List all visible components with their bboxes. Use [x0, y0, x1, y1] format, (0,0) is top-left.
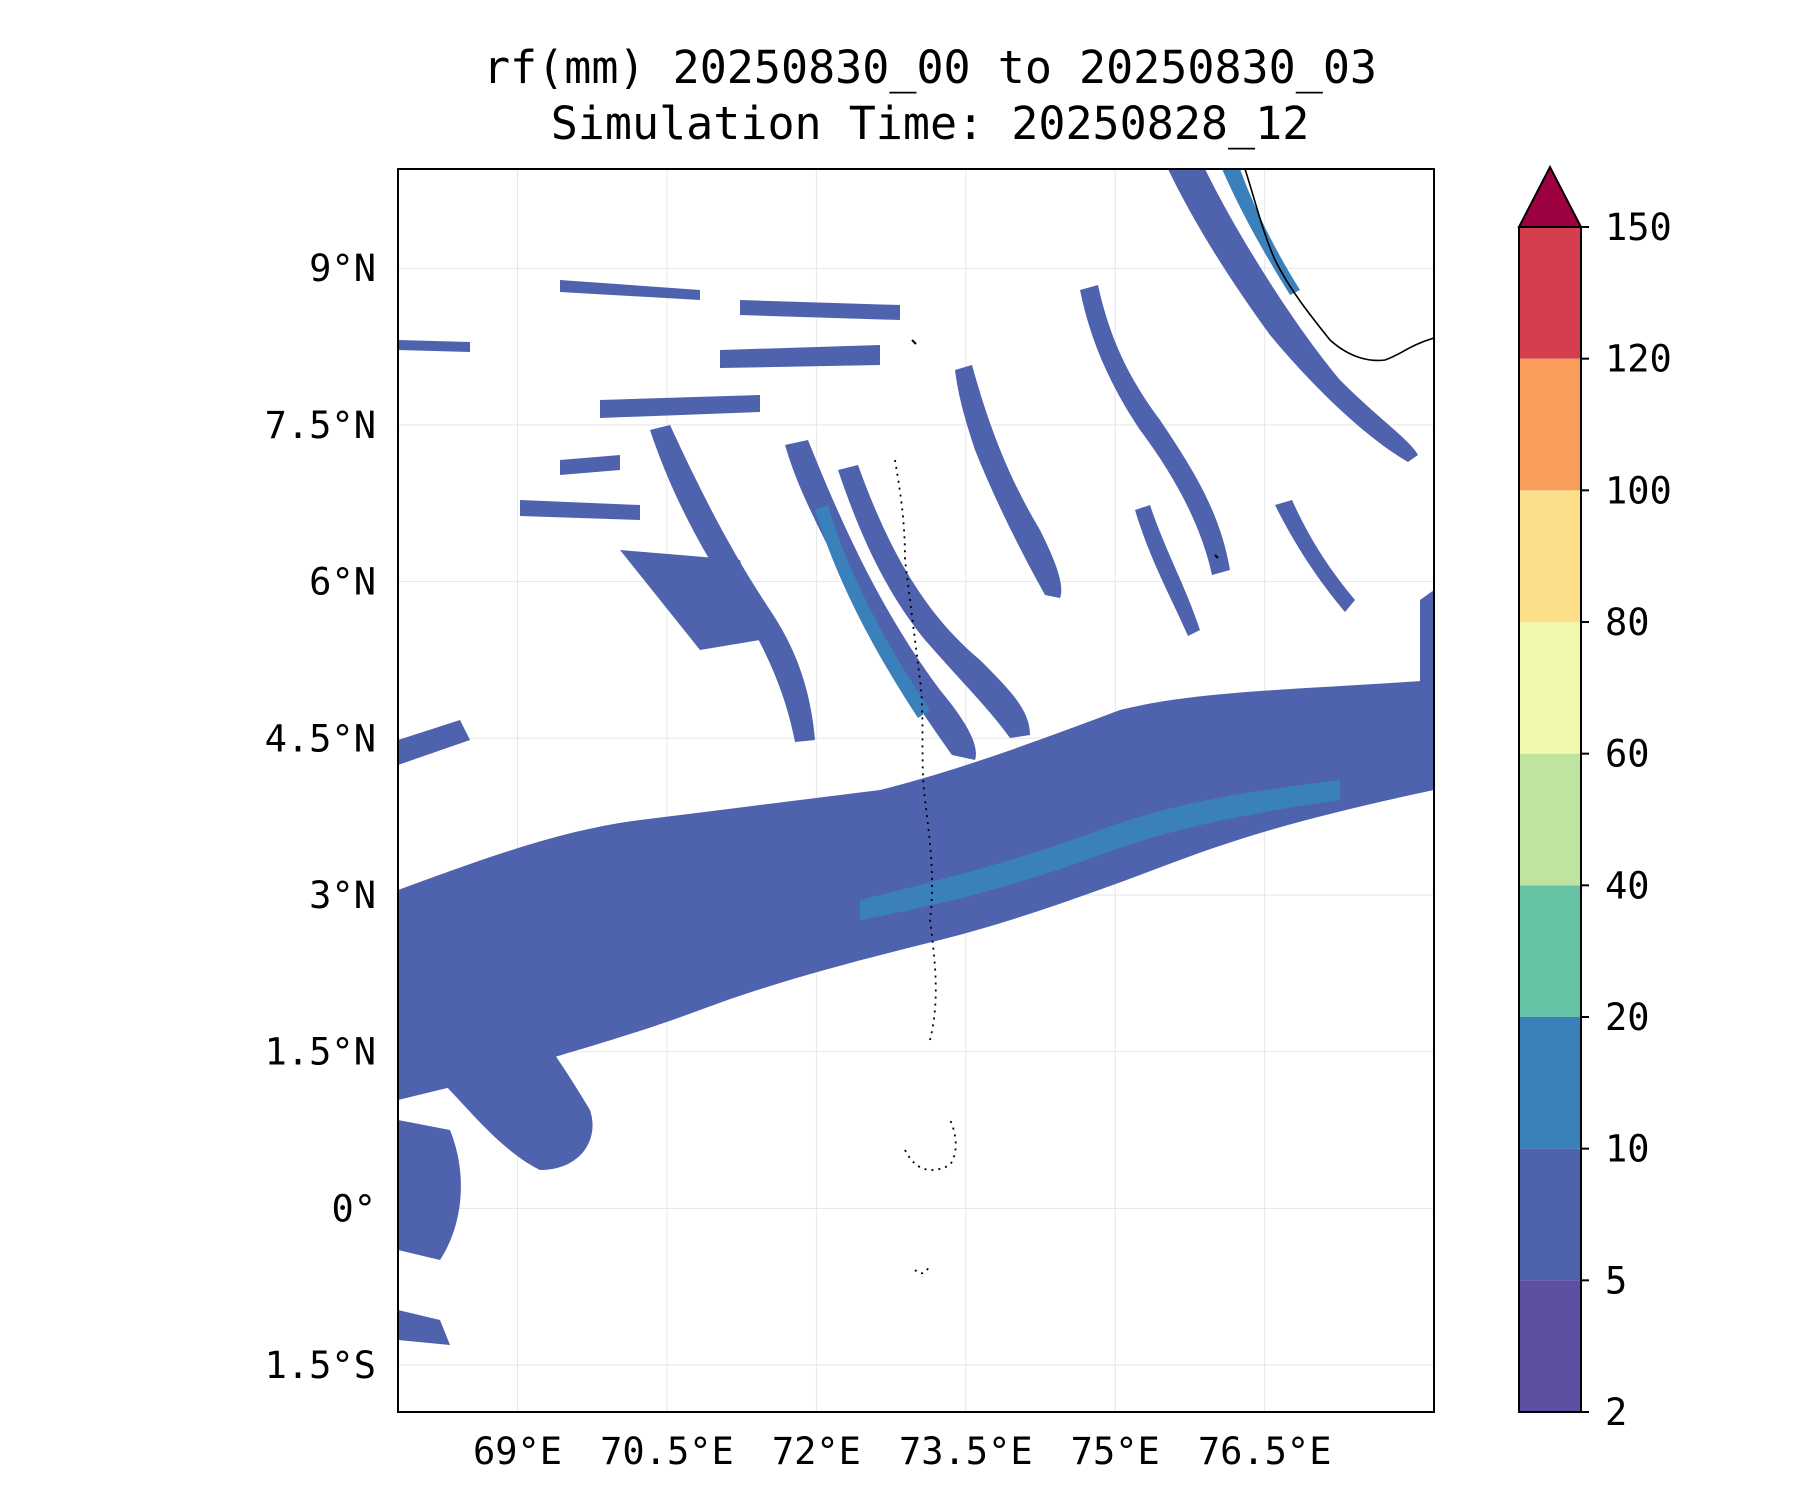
rain-band-d1-core	[815, 505, 930, 718]
rain-band-d3	[955, 365, 1062, 598]
lat-tick-label: 9°N	[309, 247, 376, 290]
colorbar-block	[1519, 227, 1581, 359]
colorbar-block	[1519, 1280, 1581, 1412]
maldives-atolls	[894, 459, 957, 1275]
rainfall-field	[398, 169, 1434, 1345]
longitude-tick-labels: 69°E 70.5°E 72°E 73.5°E 75°E 76.5°E	[473, 1430, 1331, 1473]
rain-band-d2	[838, 465, 1030, 738]
map-title-line1: rf(mm) 20250830_00 to 20250830_03	[482, 41, 1378, 94]
rain-belt-west-3	[398, 1310, 450, 1345]
colorbar-tick-label: 2	[1605, 1391, 1627, 1434]
colorbar: 2 5 10 20 40 60 80 100 120 150	[1517, 164, 1672, 1434]
lat-tick-label: 1.5°S	[265, 1344, 376, 1387]
colorbar-tick-labels: 2 5 10 20 40 60 80 100 120 150	[1581, 206, 1672, 1434]
map-title-line2: Simulation Time: 20250828_12	[550, 97, 1310, 150]
map-frame	[397, 168, 1435, 1413]
colorbar-tick-label: 60	[1605, 733, 1650, 776]
colorbar-extend-triangle	[1517, 164, 1583, 228]
colorbar-tick-label: 40	[1605, 864, 1650, 907]
lon-tick-label: 69°E	[473, 1430, 562, 1473]
rain-streak-10	[1420, 590, 1434, 770]
rain-belt-south-core	[860, 780, 1340, 920]
colorbar-tick-label: 150	[1605, 206, 1672, 249]
latitude-tick-labels: 9°N 7.5°N 6°N 4.5°N 3°N 1.5°N 0° 1.5°S	[265, 247, 376, 1387]
lon-tick-label: 70.5°E	[600, 1430, 734, 1473]
colorbar-block	[1519, 885, 1581, 1017]
lat-tick-label: 4.5°N	[265, 717, 376, 760]
colorbar-tick-label: 100	[1605, 469, 1672, 512]
colorbar-block	[1519, 622, 1581, 754]
colorbar-tick-label: 120	[1605, 338, 1672, 381]
colorbar-block	[1519, 753, 1581, 886]
rain-streak-1	[560, 280, 700, 300]
colorbar-block	[1519, 490, 1581, 622]
lat-tick-label: 3°N	[309, 874, 376, 917]
lat-tick-label: 1.5°N	[265, 1031, 376, 1074]
lat-tick-label: 0°	[331, 1187, 376, 1230]
rain-band-d6	[1275, 500, 1355, 612]
rain-streak-7	[398, 340, 470, 352]
rain-band-coast-core	[1222, 169, 1300, 295]
colorbar-tick-label: 20	[1605, 996, 1650, 1039]
colorbar-tick-label: 5	[1605, 1259, 1627, 1302]
lat-tick-label: 6°N	[309, 561, 376, 604]
rain-belt-west	[398, 950, 593, 1170]
colorbar-block	[1519, 1148, 1581, 1281]
lon-tick-label: 75°E	[1071, 1430, 1160, 1473]
lakshadweep-islands	[911, 339, 1219, 559]
lat-tick-label: 7.5°N	[265, 404, 376, 447]
rain-streak-8	[398, 720, 470, 765]
rain-streak-2	[740, 300, 900, 320]
colorbar-tick-label: 80	[1605, 601, 1650, 644]
map-panel: 69°E 70.5°E 72°E 73.5°E 75°E 76.5°E 9°N 7.5°N 6…	[265, 168, 1435, 1473]
rain-streak-3	[720, 345, 880, 368]
rain-band-d4	[1080, 285, 1230, 575]
rain-band-d1	[785, 440, 976, 760]
colorbar-block	[1519, 358, 1581, 491]
rain-band-coast	[1168, 169, 1418, 462]
lon-tick-label: 76.5°E	[1198, 1430, 1332, 1473]
rain-streak-9	[560, 455, 620, 475]
rain-streak-6	[520, 500, 640, 520]
coastlines	[894, 169, 1434, 1275]
colorbar-tick-label: 10	[1605, 1128, 1650, 1171]
rain-streak-4	[600, 395, 760, 418]
rain-belt-west-2	[398, 1120, 461, 1260]
rain-streak-5	[620, 550, 760, 650]
colorbar-frame	[1518, 226, 1582, 1413]
lon-tick-label: 72°E	[772, 1430, 861, 1473]
colorbar-block	[1519, 1017, 1581, 1149]
rain-band-d5	[1135, 505, 1200, 636]
colorbar-blocks	[1519, 227, 1581, 1412]
lon-tick-label: 73.5°E	[899, 1430, 1033, 1473]
india-coastline	[1244, 169, 1434, 362]
